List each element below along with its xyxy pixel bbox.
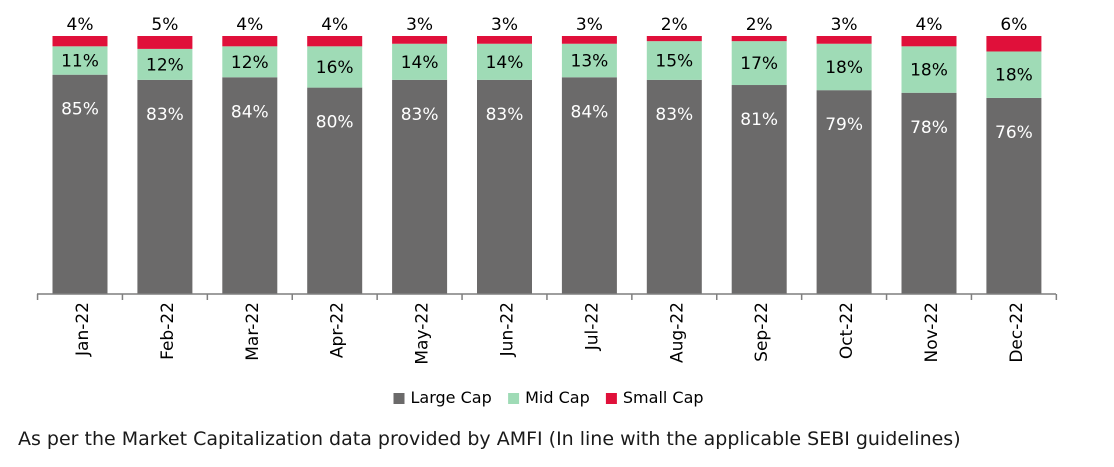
- bar-segment-mid-cap: [561, 43, 617, 78]
- bar-segment-small-cap: [731, 36, 787, 42]
- data-label-large-cap: 83%: [401, 105, 439, 125]
- data-label-small-cap: 3%: [406, 15, 433, 35]
- legend-swatch: [605, 393, 617, 404]
- data-label-mid-cap: 16%: [316, 58, 354, 78]
- bar-segment-small-cap: [646, 36, 702, 42]
- bar-segment-mid-cap: [816, 43, 872, 91]
- bar-segment-large-cap: [477, 79, 532, 294]
- data-label-large-cap: 83%: [486, 105, 524, 125]
- bar-segment-small-cap: [222, 36, 278, 47]
- bar-segment-mid-cap: [137, 48, 193, 80]
- bar-segment-large-cap: [731, 85, 787, 295]
- bar-segment-large-cap: [52, 74, 108, 294]
- bar-segment-large-cap: [646, 79, 702, 294]
- bar-segment-large-cap: [307, 87, 363, 294]
- x-tick-label: Sep-22: [752, 302, 772, 362]
- legend-item: Large Cap: [393, 388, 492, 407]
- bar-segment-small-cap: [816, 36, 872, 44]
- x-tick-label: Nov-22: [922, 302, 942, 363]
- data-label-mid-cap: 15%: [655, 52, 693, 72]
- legend-label: Large Cap: [411, 388, 492, 407]
- data-label-large-cap: 81%: [740, 110, 778, 130]
- bar-segment-mid-cap: [477, 43, 532, 80]
- data-label-small-cap: 3%: [831, 15, 858, 35]
- data-label-mid-cap: 11%: [61, 52, 99, 72]
- legend-swatch: [393, 393, 405, 404]
- data-label-large-cap: 78%: [910, 118, 948, 138]
- data-label-mid-cap: 14%: [486, 53, 524, 73]
- data-label-large-cap: 83%: [655, 105, 693, 125]
- x-tick-label: Apr-22: [328, 302, 348, 358]
- bar-segment-mid-cap: [646, 41, 702, 80]
- bar-segment-small-cap: [901, 36, 957, 47]
- legend-item: Small Cap: [605, 388, 704, 407]
- bar-segment-mid-cap: [986, 51, 1042, 98]
- legend-label: Mid Cap: [525, 388, 590, 407]
- x-tick-label: Mar-22: [243, 302, 263, 361]
- bar-segment-small-cap: [137, 36, 193, 49]
- data-label-small-cap: 2%: [746, 15, 773, 35]
- data-label-mid-cap: 18%: [910, 61, 948, 81]
- data-label-mid-cap: 12%: [231, 53, 269, 73]
- bar-segment-mid-cap: [731, 41, 787, 86]
- data-label-mid-cap: 18%: [995, 66, 1033, 86]
- data-label-small-cap: 5%: [151, 15, 178, 35]
- bar-segment-mid-cap: [222, 46, 278, 78]
- bar-segment-small-cap: [477, 36, 532, 44]
- footnote: As per the Market Capitalization data pr…: [18, 428, 961, 450]
- data-label-small-cap: 3%: [491, 15, 518, 35]
- data-label-mid-cap: 13%: [571, 52, 609, 72]
- legend-item: Mid Cap: [508, 388, 590, 407]
- data-label-large-cap: 79%: [825, 115, 863, 135]
- bar-segment-small-cap: [561, 36, 617, 44]
- data-label-small-cap: 3%: [576, 15, 603, 35]
- data-label-mid-cap: 18%: [825, 58, 863, 78]
- x-tick-label: Oct-22: [837, 302, 857, 359]
- data-label-mid-cap: 14%: [401, 53, 439, 73]
- bar-segment-mid-cap: [392, 43, 448, 80]
- legend-swatch: [508, 393, 520, 404]
- data-label-small-cap: 6%: [1000, 15, 1027, 35]
- bar-segment-small-cap: [307, 36, 363, 47]
- bar-segment-mid-cap: [307, 46, 363, 88]
- data-label-large-cap: 76%: [995, 123, 1033, 143]
- x-tick-label: Jul-22: [582, 302, 602, 351]
- x-tick-label: Dec-22: [1007, 302, 1027, 363]
- bar-segment-small-cap: [986, 36, 1042, 52]
- data-label-large-cap: 80%: [316, 113, 354, 133]
- x-axis: Jan-22 Feb-22 Mar-22 Apr-22 May-22 Jun-22 Jul-…: [36, 293, 1058, 365]
- data-label-small-cap: 4%: [916, 15, 943, 35]
- bar-segment-mid-cap: [901, 46, 957, 93]
- bar-segment-small-cap: [52, 36, 108, 47]
- data-label-mid-cap: 12%: [146, 55, 184, 75]
- x-tick-label: Feb-22: [158, 302, 178, 360]
- data-label-large-cap: 83%: [146, 105, 184, 125]
- bars-layer: [52, 36, 1042, 295]
- data-label-large-cap: 84%: [571, 102, 609, 122]
- bar-segment-large-cap: [901, 92, 957, 294]
- bar-segment-large-cap: [137, 79, 193, 294]
- bar-segment-large-cap: [392, 79, 448, 294]
- bar-segment-mid-cap: [52, 46, 108, 75]
- data-label-small-cap: 2%: [661, 15, 688, 35]
- bar-segment-large-cap: [816, 90, 872, 295]
- data-labels: 85% 11% 4% 83% 12% 5% 84% 12% 4% 80% 16% 4% 83% 14% 3%…: [61, 15, 1033, 143]
- x-tick-label: May-22: [413, 302, 433, 365]
- x-tick-label: Aug-22: [667, 302, 687, 363]
- bar-segment-large-cap: [561, 77, 617, 294]
- x-tick-label: Jun-22: [498, 302, 518, 357]
- data-label-large-cap: 84%: [231, 102, 269, 122]
- bar-segment-large-cap: [222, 77, 278, 294]
- x-tick-label: Jan-22: [73, 302, 93, 357]
- data-label-large-cap: 85%: [61, 100, 99, 120]
- bar-segment-large-cap: [986, 97, 1042, 294]
- legend-label: Small Cap: [623, 388, 704, 407]
- data-label-mid-cap: 17%: [740, 54, 778, 74]
- data-label-small-cap: 4%: [321, 15, 348, 35]
- legend: Large Cap Mid Cap Small Cap: [393, 388, 704, 407]
- data-label-small-cap: 4%: [67, 15, 94, 35]
- bar-segment-small-cap: [392, 36, 448, 44]
- data-label-small-cap: 4%: [236, 15, 263, 35]
